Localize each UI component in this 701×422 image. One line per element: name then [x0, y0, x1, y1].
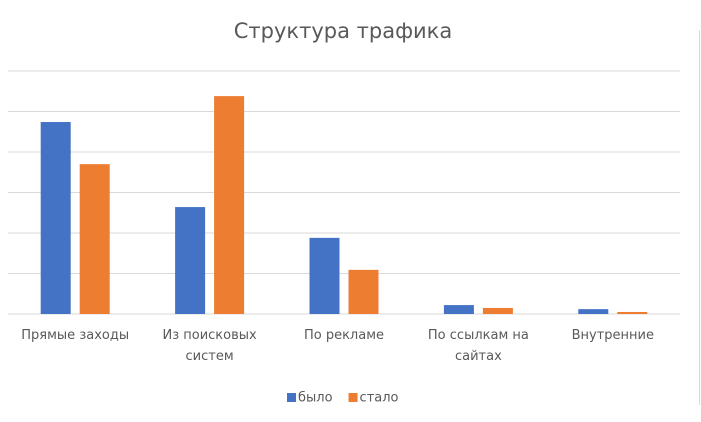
x-tick-label: Из поисковых систем: [162, 328, 257, 364]
legend-label: стало: [360, 391, 399, 406]
legend-label: было: [298, 391, 333, 406]
bar: [214, 96, 245, 314]
bar: [309, 237, 340, 314]
legend-swatch: [348, 393, 358, 402]
x-tick-label: По ссылкам на сайтах: [427, 328, 529, 364]
bar: [617, 311, 648, 314]
x-tick-label: Прямые заходы: [21, 328, 130, 343]
bar: [348, 269, 379, 314]
chart-title: Структура трафика: [234, 19, 452, 43]
x-tick-label: Внутренние: [571, 328, 654, 343]
bar: [482, 307, 513, 314]
x-tick-label: По рекламе: [303, 328, 385, 343]
bar: [40, 122, 71, 314]
bar: [578, 309, 609, 314]
bar: [443, 305, 474, 314]
bar: [79, 164, 110, 314]
legend-swatch: [287, 393, 296, 402]
bar: [175, 207, 206, 314]
